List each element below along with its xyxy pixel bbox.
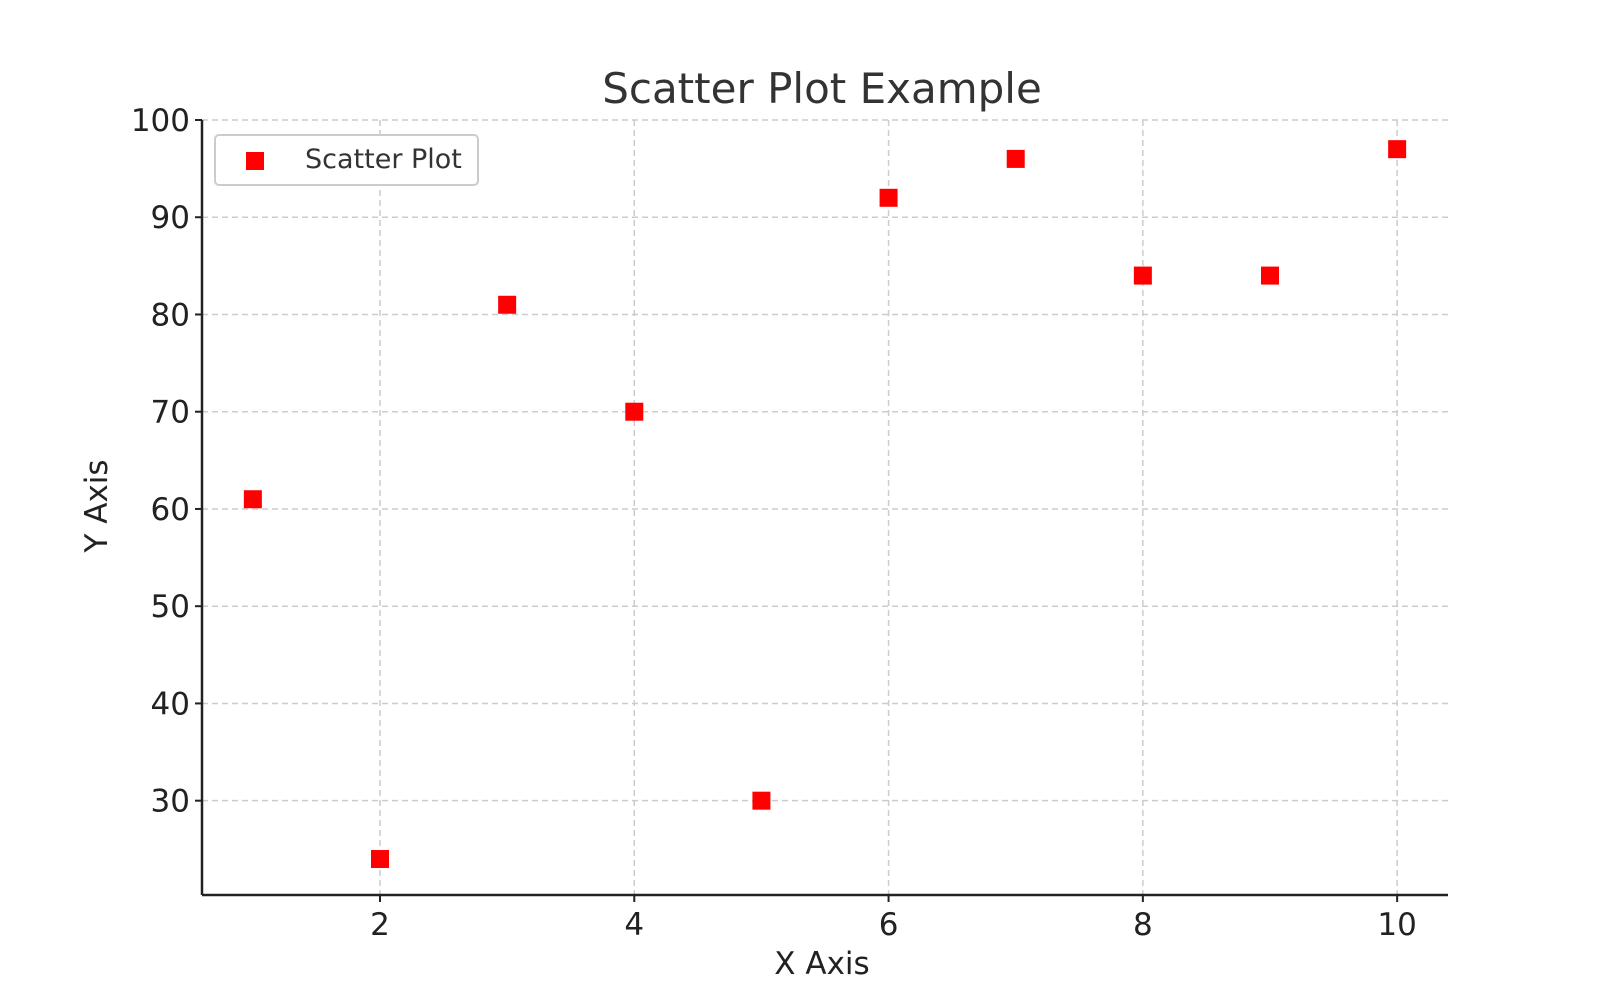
y-tick-label: 90 xyxy=(151,200,190,236)
grid-layer xyxy=(202,119,1448,895)
data-point xyxy=(371,850,389,869)
x-axis-label: X Axis xyxy=(774,946,869,982)
ticks-layer: 2 4 6 8 10 30 40 50 60 70 80 90 100 xyxy=(131,103,1417,943)
data-point xyxy=(1006,149,1025,168)
legend-marker xyxy=(246,152,264,170)
x-tick-label: 8 xyxy=(1133,907,1153,943)
y-axis-label: Y Axis xyxy=(79,459,115,553)
data-point xyxy=(498,295,517,314)
legend-box xyxy=(214,134,479,186)
legend-label: Scatter Plot xyxy=(305,144,462,175)
points-layer xyxy=(243,140,1407,869)
data-point xyxy=(625,402,644,421)
axes-layer xyxy=(200,120,1448,897)
data-point xyxy=(1133,266,1152,285)
data-point xyxy=(879,188,898,207)
legend: Scatter Plot xyxy=(214,134,479,186)
y-tick-label: 30 xyxy=(151,784,190,820)
x-tick-label: 10 xyxy=(1377,907,1416,943)
data-point xyxy=(1388,140,1407,159)
data-point xyxy=(243,490,262,509)
data-point xyxy=(1261,266,1279,285)
x-tick-label: 4 xyxy=(624,907,644,943)
y-tick-label: 70 xyxy=(151,395,190,431)
x-tick-label: 6 xyxy=(879,907,899,943)
y-tick-label: 50 xyxy=(151,589,190,625)
y-tick-label: 60 xyxy=(151,492,190,528)
y-tick-label: 80 xyxy=(151,297,190,333)
data-point xyxy=(752,791,771,810)
x-tick-label: 2 xyxy=(370,907,390,943)
y-tick-label: 100 xyxy=(131,103,190,139)
chart-title: Scatter Plot Example xyxy=(602,64,1042,113)
y-tick-label: 40 xyxy=(151,686,190,722)
